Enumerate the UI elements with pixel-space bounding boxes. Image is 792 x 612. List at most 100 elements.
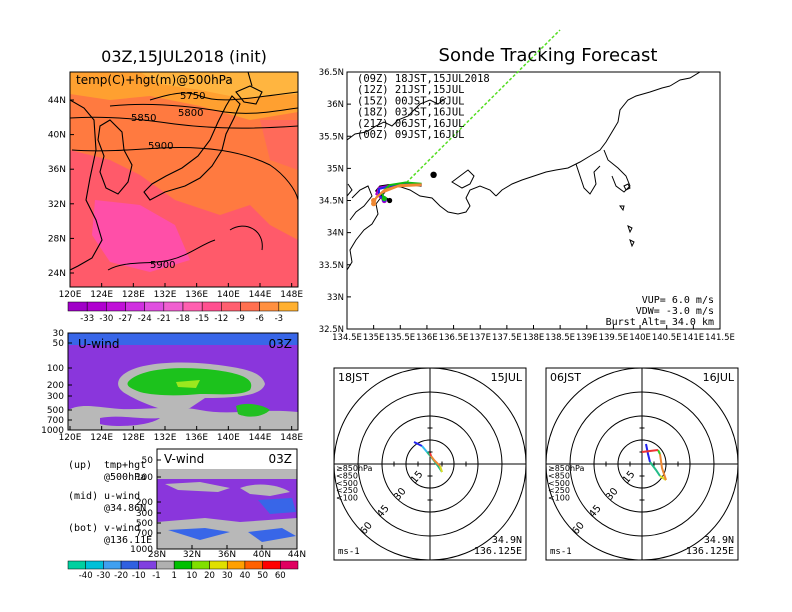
- note-text: tmp+hgt: [104, 460, 146, 471]
- v-y-tick-label: 1000: [130, 545, 153, 555]
- track-y-tick-label: 33N: [327, 293, 344, 303]
- v-wind-blue-patch: [258, 498, 296, 514]
- track-y-ticks: 32.5N 33N 33.5N 34N 34.5N 35N 35.5N 36N 36.5N: [319, 68, 351, 335]
- track-x-tick-label: 138E: [523, 333, 545, 343]
- wind-colorbar: -40 -30 -20 -10 -1 1 10 20 30 40 50 60: [67, 560, 299, 581]
- track-x-tick-label: 140.5E: [652, 333, 682, 343]
- hodograph-trace-5: [641, 449, 659, 453]
- u-y-tick-label: 700: [47, 416, 64, 426]
- u-wind-low-green: [236, 403, 270, 417]
- launch-point: [430, 171, 437, 178]
- temp-colorbar-label: -27: [119, 314, 133, 324]
- hodograph-legend-3: <250: [336, 486, 358, 495]
- u-y-tick-label: 300: [47, 392, 64, 402]
- wind-colorbar-cell: [67, 560, 86, 570]
- coast-izu: [575, 163, 601, 195]
- coast-shikoku: [347, 183, 353, 197]
- u-wind-top-band: [68, 333, 298, 345]
- hodograph-trace-4: [430, 455, 441, 467]
- temp-colorbar-label: -12: [214, 314, 228, 324]
- track-y-tick-label: 35.5N: [319, 132, 344, 142]
- wind-colorbar-label: 50: [257, 571, 268, 581]
- temp-colorbar-label: -15: [195, 314, 209, 324]
- u-x-tick-label: 136E: [185, 433, 208, 443]
- coast-hokkaido: [235, 85, 263, 105]
- track-line-5: [372, 184, 422, 202]
- note-text: v-wind: [104, 523, 140, 534]
- temp-colorbar: -33 -30 -27 -24 -21 -18 -15 -12 -9 -6 -3: [67, 301, 299, 324]
- hodograph-lon: 136.125E: [474, 546, 522, 557]
- v-wind-low-blue-2: [248, 528, 296, 542]
- hodograph-lat: 34.9N: [492, 535, 522, 546]
- wind-colorbar-cell: [156, 560, 175, 570]
- coast-china: [70, 99, 103, 271]
- main-title: Sonde Tracking Forecast: [439, 45, 658, 66]
- hodograph-legend-1: <850: [548, 471, 570, 480]
- legend-entry-4: (21Z) 06JST,16JUL: [357, 118, 464, 130]
- hodograph-trace-0: [645, 443, 651, 463]
- hodograph-time: 18JST: [338, 371, 369, 384]
- u-x-tick-label: 144E: [249, 433, 272, 443]
- contour-5750: [149, 91, 298, 101]
- track-x-tick-label: 134.5E: [332, 333, 362, 343]
- temp-y-tick-label: 36N: [48, 165, 66, 175]
- u-x-tick-label: 120E: [59, 433, 82, 443]
- hodograph-frame: [333, 367, 527, 561]
- u-wind-panel: U-wind 03Z 120E 124E 128E 132E 136E 140E 144E 1…: [41, 329, 303, 443]
- v-y-tick-label: 200: [136, 498, 153, 508]
- contour-label-5800: 5800: [178, 108, 203, 119]
- wind-colorbar-cell: [244, 560, 263, 570]
- u-y-tick-label: 1000: [41, 426, 64, 436]
- hodograph-units: ms-1: [338, 547, 360, 557]
- track-y-tick-label: 36N: [327, 100, 344, 110]
- u-wind-low-purple: [100, 416, 160, 426]
- u-y-tick-label: 500: [47, 406, 64, 416]
- coast-tohoku: [669, 72, 701, 87]
- temp-y-tick-label: 28N: [48, 234, 66, 244]
- ascent-path: [402, 29, 561, 187]
- track-map-panel: (09Z) 18JST,15JUL2018(12Z) 21JST,15JUL(1…: [319, 29, 735, 343]
- hodograph-rings: [334, 368, 526, 560]
- contour-5850: [70, 116, 298, 129]
- track-x-tick-label: 141E: [683, 333, 705, 343]
- hodograph-date: 15JUL: [491, 371, 523, 384]
- track-x-tick-label: 137E: [469, 333, 491, 343]
- temp-colorbar-cell: [163, 301, 184, 312]
- wind-colorbar-label: 30: [222, 571, 233, 581]
- temp-colorbar-label: -33: [80, 314, 94, 324]
- track-series: [371, 171, 437, 207]
- temp-y-tick-label: 32N: [48, 200, 66, 210]
- v-y-tick-label: 100: [136, 473, 153, 483]
- track-end-point-0: [387, 197, 393, 204]
- track-x-tick-label: 138.5E: [545, 333, 575, 343]
- temp-x-tick-label: 148E: [280, 290, 303, 300]
- hodograph-trace-5: [429, 452, 432, 457]
- u-wind-jet-lime: [176, 380, 200, 388]
- temp-colorbar-label: -24: [138, 314, 152, 324]
- note-text: @34.86N: [104, 503, 146, 514]
- coast-korea: [97, 119, 133, 195]
- note-tag: (up): [68, 460, 92, 471]
- v-wind-panel: V-wind 03Z 28N 32N 36N 40N 44N 5010020030050…: [67, 448, 306, 581]
- track-end-point-5: [371, 197, 377, 204]
- temp-colorbar-label: -30: [99, 314, 113, 324]
- temp-x-tick-label: 132E: [154, 290, 177, 300]
- track-x-tick-label: 136E: [416, 333, 438, 343]
- u-wind-x-ticks: 120E 124E 128E 132E 136E 140E 144E 148E: [59, 426, 303, 443]
- contour-label-5900-south: 5900: [150, 260, 175, 271]
- legend-entry-2: (15Z) 00JST,16JUL: [357, 95, 464, 107]
- wind-colorbar-cell: [209, 560, 228, 570]
- contour-label-5850: 5850: [131, 113, 156, 124]
- u-y-tick-label: 50: [53, 339, 65, 349]
- hodograph-trace-3: [439, 465, 443, 473]
- v-wind-time: 03Z: [269, 452, 293, 466]
- temp-x-tick-label: 128E: [122, 290, 145, 300]
- wind-colorbar-cell: [280, 560, 299, 570]
- hodograph-legend-2: <500: [336, 479, 358, 488]
- island-2: [619, 205, 625, 212]
- hodograph-legend-2: <500: [548, 479, 570, 488]
- track-y-tick-label: 34.5N: [319, 197, 344, 207]
- track-x-tick-label: 139E: [576, 333, 598, 343]
- track-line-3: [380, 181, 422, 200]
